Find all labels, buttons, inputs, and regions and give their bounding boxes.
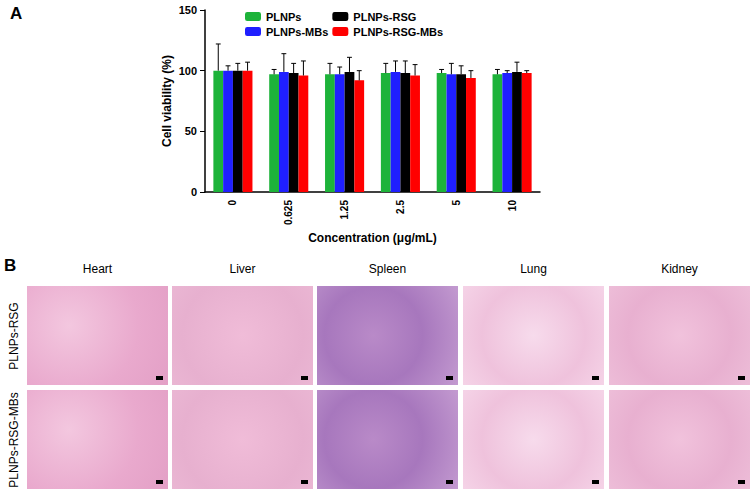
html-text:Kidney: Kidney: [661, 262, 698, 276]
svg-text:PLNPs-RSG: PLNPs-RSG: [353, 11, 416, 23]
svg-text:5: 5: [451, 200, 462, 206]
svg-text:50: 50: [185, 125, 197, 137]
svg-text:150: 150: [179, 4, 197, 16]
svg-text:PLNPs-MBs: PLNPs-MBs: [266, 26, 328, 38]
html-text:Spleen: Spleen: [368, 262, 407, 276]
html-text:PLNPs-RSG-MBs: PLNPs-RSG-MBs: [7, 391, 21, 488]
html-text:Lung: Lung: [520, 262, 547, 276]
svg-text:0: 0: [227, 200, 238, 206]
svg-text:100: 100: [179, 65, 197, 77]
svg-text:1.25: 1.25: [339, 200, 350, 220]
svg-text:PLNPs-RSG-MBs: PLNPs-RSG-MBs: [353, 26, 443, 38]
svg-text:10: 10: [507, 200, 518, 212]
html-text:Heart: Heart: [82, 262, 113, 276]
html-text:PLNPs-RSG: PLNPs-RSG: [7, 301, 21, 370]
html-text:Liver: Liver: [229, 262, 256, 276]
svg-text:2.5: 2.5: [395, 200, 406, 214]
svg-text:Cell viability (%): Cell viability (%): [160, 55, 174, 147]
svg-text:Concentration (μg/mL): Concentration (μg/mL): [308, 231, 437, 245]
svg-text:0.625: 0.625: [283, 200, 294, 225]
svg-text:A: A: [10, 4, 22, 23]
svg-text:PLNPs: PLNPs: [266, 11, 301, 23]
svg-text:0: 0: [191, 186, 197, 198]
html-text:B: B: [4, 256, 17, 275]
